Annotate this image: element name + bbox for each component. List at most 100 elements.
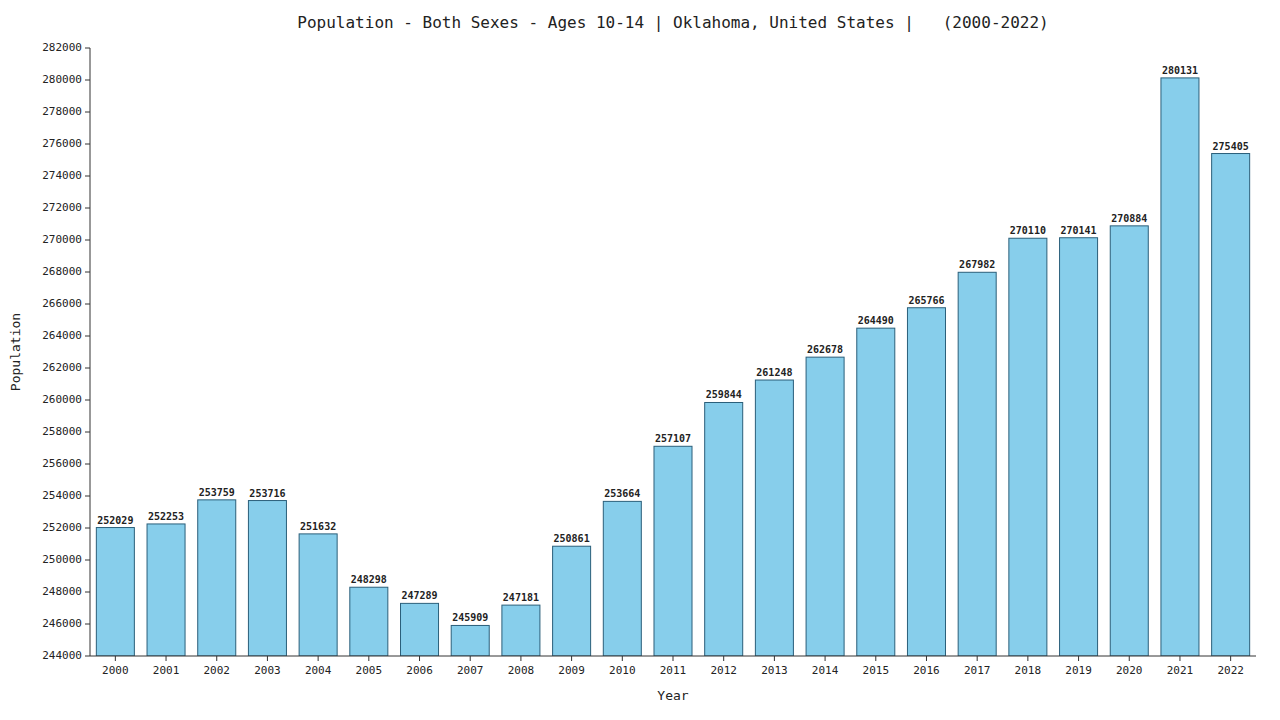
data-label: 253716 bbox=[249, 488, 285, 499]
x-tick bbox=[977, 656, 978, 661]
y-tick-label: 270000 bbox=[42, 233, 82, 246]
x-tick-label: 2000 bbox=[102, 664, 129, 677]
data-label: 261248 bbox=[756, 367, 792, 378]
x-tick-label: 2014 bbox=[812, 664, 839, 677]
y-tick bbox=[85, 304, 90, 305]
y-tick-label: 266000 bbox=[42, 297, 82, 310]
data-label: 245909 bbox=[452, 612, 488, 623]
x-tick bbox=[419, 656, 420, 661]
data-label: 248298 bbox=[351, 574, 387, 585]
bar bbox=[350, 587, 388, 656]
y-tick-label: 248000 bbox=[42, 585, 82, 598]
x-tick bbox=[1129, 656, 1130, 661]
x-tick-label: 2001 bbox=[153, 664, 180, 677]
data-label: 251632 bbox=[300, 521, 336, 532]
x-tick-label: 2007 bbox=[457, 664, 484, 677]
data-label: 252253 bbox=[148, 511, 184, 522]
x-tick bbox=[318, 656, 319, 661]
title: Population - Both Sexes - Ages 10-14 | O… bbox=[297, 13, 1048, 32]
y-tick-label: 246000 bbox=[42, 617, 82, 630]
x-tick-label: 2004 bbox=[305, 664, 332, 677]
x-tick-label: 2012 bbox=[710, 664, 737, 677]
x-tick-label: 2016 bbox=[913, 664, 940, 677]
data-label: 267982 bbox=[959, 259, 995, 270]
bar bbox=[553, 546, 591, 656]
data-labels: 2520292522532537592537162516322482982472… bbox=[97, 65, 1248, 624]
data-label: 257107 bbox=[655, 433, 691, 444]
x-tick-label: 2003 bbox=[254, 664, 281, 677]
x-tick bbox=[1179, 656, 1180, 661]
bar bbox=[907, 308, 945, 656]
chart-container: 2520292522532537592537162516322482982472… bbox=[0, 0, 1280, 720]
data-label: 253664 bbox=[604, 488, 640, 499]
y-tick bbox=[85, 464, 90, 465]
y-tick-label: 258000 bbox=[42, 425, 82, 438]
y-tick bbox=[85, 208, 90, 209]
bar bbox=[603, 501, 641, 656]
x-tick bbox=[520, 656, 521, 661]
bar bbox=[705, 402, 743, 656]
y-tick-label: 260000 bbox=[42, 393, 82, 406]
x-tick bbox=[774, 656, 775, 661]
data-label: 253759 bbox=[199, 487, 235, 498]
bar bbox=[1009, 238, 1047, 656]
x-tick-label: 2009 bbox=[558, 664, 585, 677]
y-tick-label: 278000 bbox=[42, 105, 82, 118]
x-tick bbox=[723, 656, 724, 661]
y-tick-label: 274000 bbox=[42, 169, 82, 182]
x-tick-label: 2006 bbox=[406, 664, 433, 677]
bar bbox=[1110, 226, 1148, 656]
x-tick bbox=[368, 656, 369, 661]
data-label: 262678 bbox=[807, 344, 843, 355]
x-tick-label: 2020 bbox=[1116, 664, 1143, 677]
y-tick bbox=[85, 80, 90, 81]
y-tick-label: 256000 bbox=[42, 457, 82, 470]
y-tick-label: 282000 bbox=[42, 41, 82, 54]
y-tick bbox=[85, 112, 90, 113]
bar bbox=[198, 500, 236, 656]
y-tick bbox=[85, 560, 90, 561]
data-label: 265766 bbox=[908, 295, 944, 306]
x-tick bbox=[875, 656, 876, 661]
y-tick-label: 262000 bbox=[42, 361, 82, 374]
bar bbox=[1060, 238, 1098, 656]
y-tick bbox=[85, 176, 90, 177]
y-tick bbox=[85, 368, 90, 369]
data-label: 264490 bbox=[858, 315, 894, 326]
bar bbox=[401, 603, 439, 656]
x-tick-label: 2015 bbox=[863, 664, 890, 677]
bar bbox=[96, 528, 134, 656]
bar bbox=[451, 625, 489, 656]
y-tick-label: 280000 bbox=[42, 73, 82, 86]
x-tick-label: 2010 bbox=[609, 664, 636, 677]
y-tick bbox=[85, 272, 90, 273]
data-label: 270141 bbox=[1061, 225, 1097, 236]
x-tick bbox=[622, 656, 623, 661]
y-tick bbox=[85, 48, 90, 49]
y-tick bbox=[85, 432, 90, 433]
y-tick bbox=[85, 656, 90, 657]
data-label: 250861 bbox=[554, 533, 590, 544]
x-tick-label: 2013 bbox=[761, 664, 788, 677]
y-tick-label: 244000 bbox=[42, 649, 82, 662]
bar bbox=[502, 605, 540, 656]
x-tick bbox=[1078, 656, 1079, 661]
x-tick-label: 2022 bbox=[1217, 664, 1244, 677]
y-tick-label: 268000 bbox=[42, 265, 82, 278]
x-tick bbox=[470, 656, 471, 661]
bar bbox=[1212, 154, 1250, 656]
axes: 2440002460002480002500002520002540002560… bbox=[42, 41, 1256, 677]
bar bbox=[1161, 78, 1199, 656]
data-label: 252029 bbox=[97, 515, 133, 526]
y-tick-label: 272000 bbox=[42, 201, 82, 214]
x-tick bbox=[216, 656, 217, 661]
x-tick bbox=[166, 656, 167, 661]
bar bbox=[299, 534, 337, 656]
x-tick-label: 2021 bbox=[1167, 664, 1194, 677]
y-tick bbox=[85, 336, 90, 337]
x-tick-label: 2019 bbox=[1065, 664, 1092, 677]
data-label: 275405 bbox=[1213, 141, 1249, 152]
y-tick-label: 252000 bbox=[42, 521, 82, 534]
x-tick bbox=[1230, 656, 1231, 661]
data-label: 270884 bbox=[1111, 213, 1147, 224]
